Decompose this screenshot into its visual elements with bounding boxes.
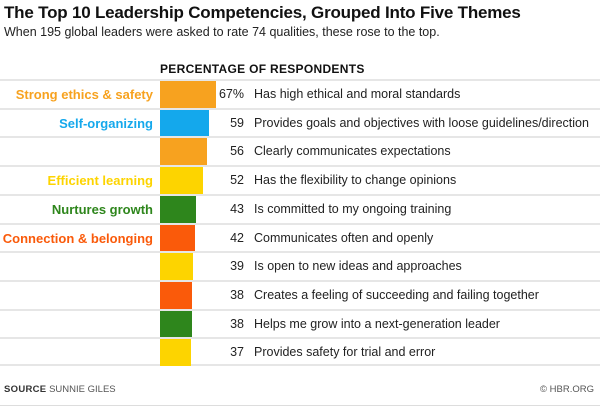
bar <box>160 81 216 108</box>
theme-label: Nurtures growth <box>51 201 153 217</box>
bar-row: Nurtures growth 43 Is committed to my ongo… <box>0 193 600 223</box>
column-header: PERCENTAGE OF RESPONDENTS <box>160 62 365 76</box>
value-label: 39 <box>230 259 244 274</box>
source-label: SOURCE <box>4 384 47 395</box>
competency-label: Has high ethical and moral standards <box>254 87 461 101</box>
value-label: 37 <box>230 345 244 360</box>
bar-row: 37 Provides safety for trial and error <box>0 337 600 367</box>
bar <box>160 253 193 281</box>
source-name: SUNNIE GILES <box>49 384 116 395</box>
bar <box>160 109 210 137</box>
bar-row: 39 Is open to new ideas and approaches <box>0 251 600 281</box>
competency-label: Is open to new ideas and approaches <box>254 259 462 274</box>
competency-label: Communicates often and openly <box>254 230 434 245</box>
source-line: SOURCE SUNNIE GILES <box>4 384 116 395</box>
competency-label: Helps me grow into a next-generation lea… <box>254 316 500 331</box>
bar <box>160 281 192 309</box>
competency-label: Clearly communicates expectations <box>254 144 451 159</box>
theme-label: Connection & belonging <box>2 230 153 246</box>
bottom-divider <box>0 405 600 406</box>
value-label: 56 <box>230 144 244 159</box>
competency-label: Has the flexibility to change opinions <box>254 173 457 188</box>
value-label: 59 <box>230 115 244 130</box>
bar <box>160 310 192 338</box>
bar-row: Connection & belonging 42 Communicates oft… <box>0 222 600 252</box>
bar <box>160 138 207 166</box>
bar <box>160 224 196 252</box>
value-label: 38 <box>230 316 244 331</box>
chart-subtitle: When 195 global leaders were asked to ra… <box>4 25 440 39</box>
bar-row: Efficient learning 52 Has the flexibility … <box>0 165 600 195</box>
bar-row: 38 Helps me grow into a next-generation l… <box>0 308 600 338</box>
bar <box>160 195 196 223</box>
value-label: 42 <box>230 230 244 245</box>
theme-label: Strong ethics & safety <box>15 87 153 102</box>
chart-title: The Top 10 Leadership Competencies, Grou… <box>4 3 521 22</box>
credit: © HBR.ORG <box>540 384 594 395</box>
value-label: 38 <box>230 287 244 302</box>
bar-row: 56 Clearly communicates expectations <box>0 136 600 166</box>
theme-label: Self-organizing <box>59 115 153 131</box>
bar <box>160 167 204 195</box>
bar-row: Strong ethics & safety 67% Has high ethica… <box>0 79 600 108</box>
theme-label: Efficient learning <box>47 173 153 189</box>
bar-row: 38 Creates a feeling of succeeding and fa… <box>0 279 600 309</box>
bar-row: Self-organizing 59 Provides goals and obje… <box>0 107 600 137</box>
competency-label: Is committed to my ongoing training <box>254 201 452 216</box>
bar <box>160 339 191 367</box>
value-label: 52 <box>230 173 244 188</box>
competency-label: Creates a feeling of succeeding and fail… <box>254 287 539 302</box>
competency-label: Provides goals and objectives with loose… <box>254 115 589 130</box>
value-label: 43 <box>230 201 244 216</box>
value-label: 67% <box>218 87 244 101</box>
competency-label: Provides safety for trial and error <box>254 345 436 360</box>
